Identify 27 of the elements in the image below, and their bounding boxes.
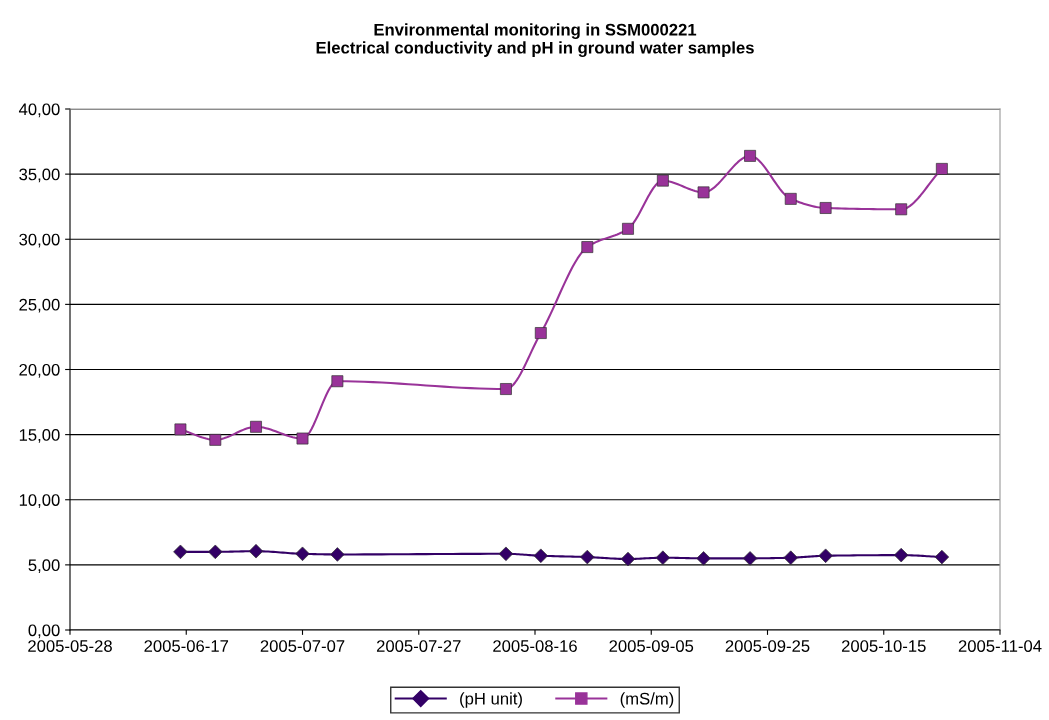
x-tick-label: 2005-07-27	[376, 640, 461, 652]
x-tick-label: 2005-09-05	[609, 640, 694, 652]
x-tick-label: 2005-09-25	[725, 640, 810, 652]
x-tick-label: 2005-10-15	[841, 640, 926, 652]
point	[534, 327, 547, 339]
legend-label: (mS/m)	[620, 692, 674, 708]
y-tick-label: 35,00	[19, 168, 60, 183]
x-tick-label: 2005-06-17	[144, 640, 229, 652]
point	[173, 544, 188, 560]
point	[655, 550, 671, 565]
y-tick-label: 20,00	[19, 363, 60, 378]
y-tick-label: 0,00	[28, 624, 60, 639]
point	[500, 383, 512, 395]
x-tick-label: 2005-07-07	[260, 640, 345, 652]
y-tick-label: 15,00	[19, 429, 60, 443]
x-tick-label: 2005-11-04	[958, 640, 1042, 652]
legend-label: (pH unit)	[460, 692, 522, 708]
x-tick-label: 2005-08-16	[493, 640, 577, 652]
point	[622, 222, 634, 235]
y-tick-label: 10,00	[19, 494, 60, 508]
point	[580, 549, 595, 565]
y-tick-label: 30,00	[19, 233, 60, 248]
y-tick-label: 5,00	[28, 559, 60, 574]
x-tick-label: 2005-05-28	[28, 640, 112, 652]
y-tick-label: 40,00	[18, 103, 60, 118]
y-tick-label: 25,00	[19, 298, 60, 313]
chart-title: Environmental monitoring in SSM000221 Electrical conductivity and pH in ground water samples	[316, 23, 754, 57]
